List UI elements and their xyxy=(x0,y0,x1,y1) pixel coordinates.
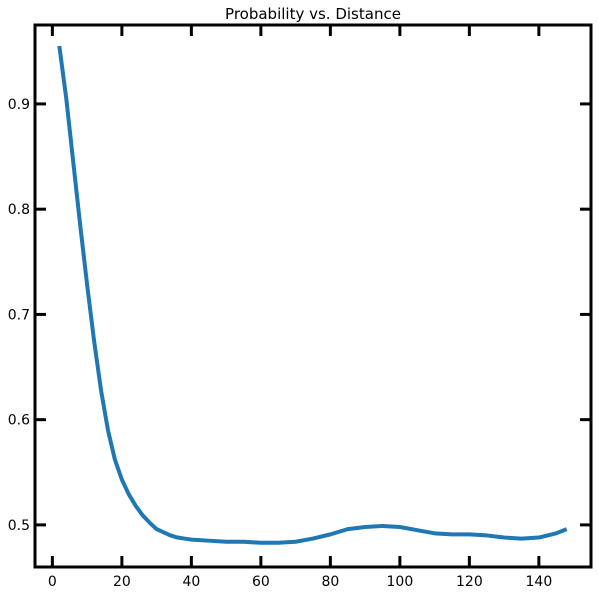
y-tick-label: 0.9 xyxy=(8,97,30,113)
y-tick-label: 0.8 xyxy=(8,202,30,218)
x-tick-label: 120 xyxy=(456,574,483,590)
series-line xyxy=(57,45,568,545)
chart-title: Probability vs. Distance xyxy=(225,5,401,23)
x-tick-label: 80 xyxy=(321,574,339,590)
y-axis: 0.5 0.6 0.7 0.8 0.9 xyxy=(8,97,591,534)
plot-frame xyxy=(33,23,593,569)
x-tick-label: 20 xyxy=(113,574,131,590)
x-axis: 0 20 40 60 80 100 120 140 xyxy=(48,25,552,590)
x-tick-label: 140 xyxy=(526,574,553,590)
x-tick-label: 0 xyxy=(48,574,57,590)
x-tick-label: 100 xyxy=(387,574,414,590)
y-tick-label: 0.7 xyxy=(8,307,30,323)
y-tick-label: 0.5 xyxy=(8,518,30,534)
y-tick-label: 0.6 xyxy=(8,413,30,429)
x-tick-label: 60 xyxy=(252,574,270,590)
x-tick-label: 40 xyxy=(182,574,200,590)
